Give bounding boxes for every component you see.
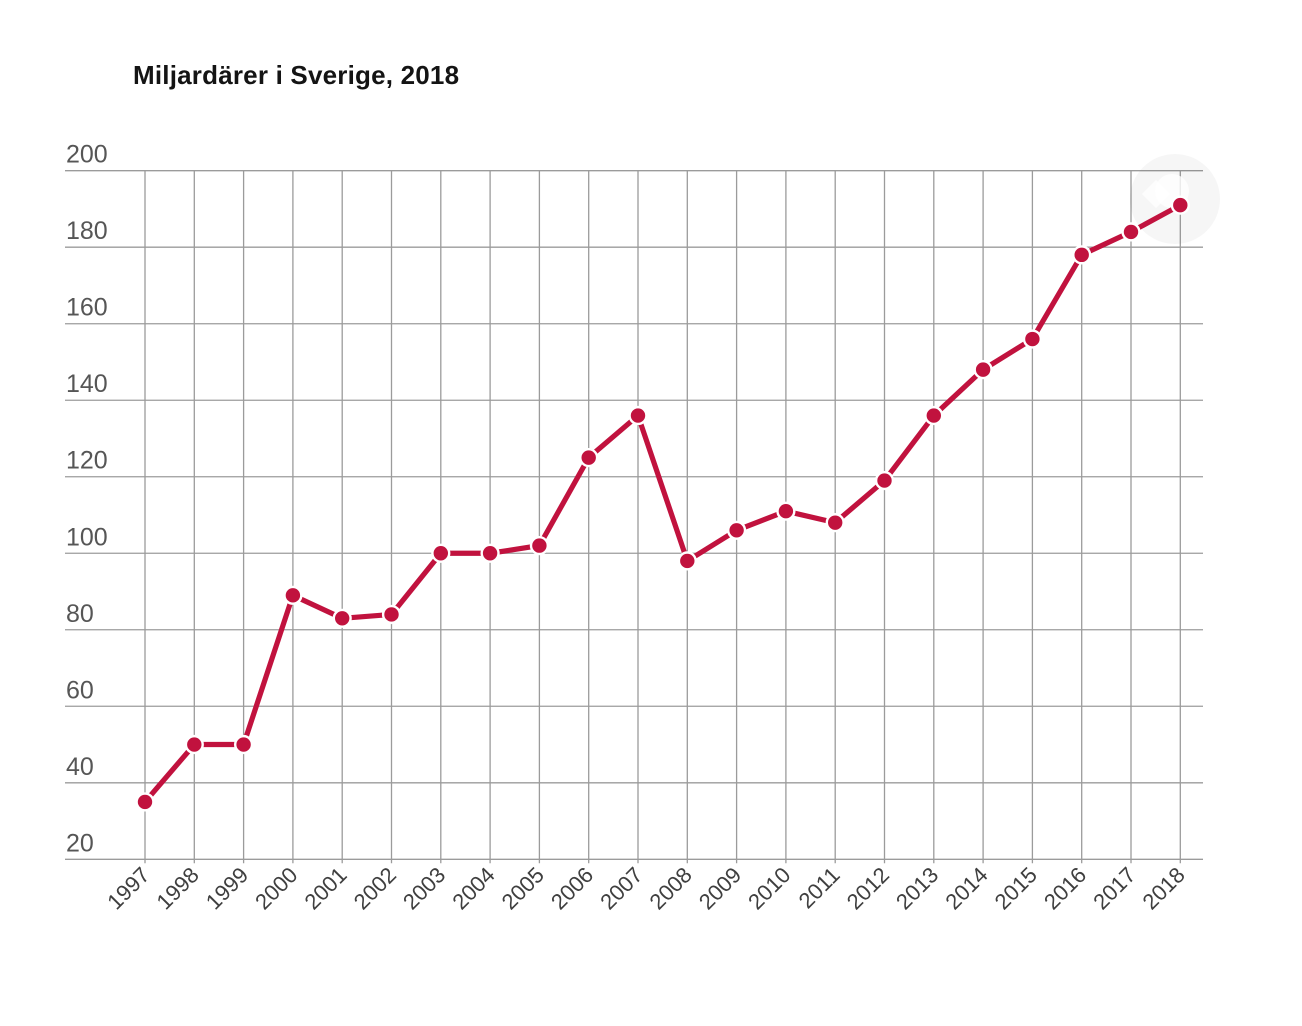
data-line bbox=[142, 202, 1183, 805]
y-axis-tick-label: 180 bbox=[66, 217, 108, 245]
x-axis-tick-label: 1997 bbox=[102, 862, 154, 914]
data-point-2008 bbox=[677, 551, 697, 571]
x-axis-tick-label: 2004 bbox=[447, 862, 499, 914]
data-point-2011 bbox=[825, 513, 845, 533]
y-axis-tick-label: 40 bbox=[66, 753, 94, 781]
data-point-2018 bbox=[1170, 195, 1190, 215]
data-point-2017 bbox=[1121, 222, 1141, 242]
y-axis-tick-label: 120 bbox=[66, 447, 108, 475]
data-point-2012 bbox=[874, 470, 895, 491]
x-axis-tick-label: 2015 bbox=[990, 862, 1042, 914]
x-axis-tick-label: 1999 bbox=[201, 862, 253, 914]
chart-title: Miljardärer i Sverige, 2018 bbox=[133, 60, 460, 90]
x-axis-tick-label: 2001 bbox=[299, 862, 351, 914]
x-axis-tick-label: 2003 bbox=[398, 862, 450, 914]
y-axis-tick-label: 200 bbox=[66, 141, 108, 169]
y-axis-tick-label: 80 bbox=[66, 600, 94, 628]
data-point-2003 bbox=[431, 543, 451, 563]
y-axis-tick-label: 140 bbox=[66, 370, 108, 398]
data-point-2013 bbox=[924, 405, 944, 426]
x-axis-tick-label: 2008 bbox=[645, 862, 697, 914]
x-axis-tick-label: 2002 bbox=[349, 862, 401, 914]
data-point-2002 bbox=[381, 604, 402, 625]
y-axis-tick-label: 100 bbox=[66, 523, 108, 551]
x-axis-tick-label: 2011 bbox=[794, 862, 845, 913]
data-point-1997 bbox=[135, 792, 155, 812]
x-axis-tick-label: 2013 bbox=[891, 862, 943, 914]
data-point-2010 bbox=[776, 501, 796, 521]
data-point-2001 bbox=[332, 608, 352, 628]
x-axis-tick-label: 2017 bbox=[1088, 862, 1140, 914]
data-point-2016 bbox=[1072, 245, 1092, 265]
data-point-2004 bbox=[480, 543, 500, 563]
data-point-1998 bbox=[184, 734, 204, 755]
x-axis-tick-label: 2016 bbox=[1039, 862, 1091, 914]
x-axis-tick-label: 2012 bbox=[842, 862, 894, 914]
data-point-2014 bbox=[973, 360, 993, 380]
x-axis-tick-label: 2005 bbox=[497, 862, 549, 914]
x-axis-tick-label: 2000 bbox=[250, 862, 302, 914]
y-axis-tick-label: 60 bbox=[66, 676, 94, 704]
x-axis-tick-label: 1998 bbox=[152, 862, 204, 914]
x-axis-tick-label: 2010 bbox=[743, 862, 795, 914]
y-axis-tick-label: 160 bbox=[66, 294, 108, 322]
data-point-2005 bbox=[529, 536, 549, 556]
data-point-2015 bbox=[1022, 329, 1042, 349]
data-point-2009 bbox=[726, 520, 747, 540]
data-point-1999 bbox=[234, 734, 254, 755]
data-point-2006 bbox=[579, 448, 599, 468]
x-axis-tick-label: 2007 bbox=[595, 862, 647, 914]
data-point-2007 bbox=[628, 405, 648, 426]
data-point-2000 bbox=[283, 585, 303, 605]
watermark-glyph bbox=[1141, 179, 1171, 209]
x-axis-tick-label: 2006 bbox=[546, 862, 598, 914]
y-axis-tick-label: 20 bbox=[66, 829, 94, 857]
x-axis-tick-label: 2009 bbox=[694, 862, 746, 914]
x-axis-tick-label: 2014 bbox=[940, 862, 992, 914]
x-axis-tick-label: 2018 bbox=[1138, 862, 1190, 914]
